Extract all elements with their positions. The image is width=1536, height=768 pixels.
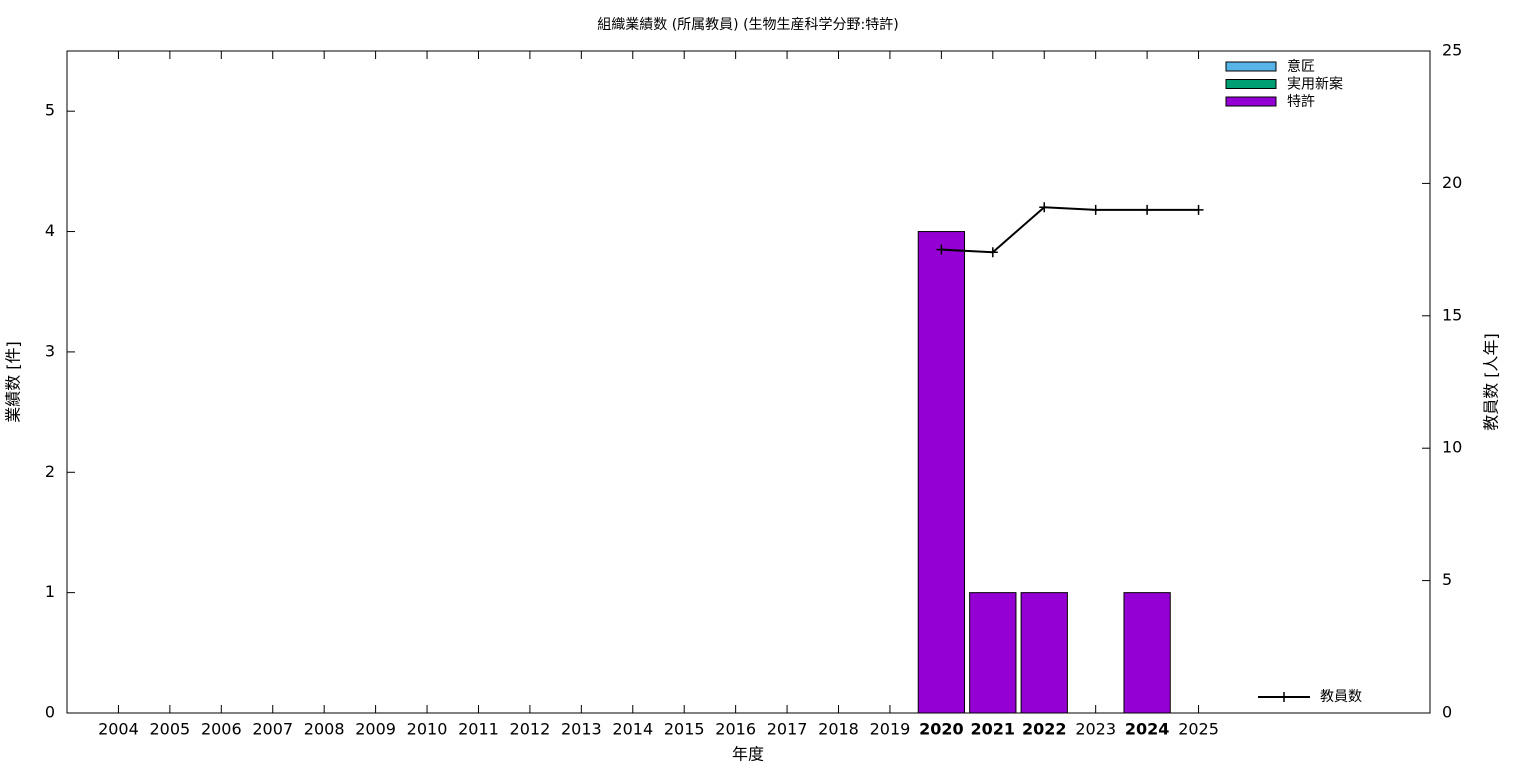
legend-swatch [1225,79,1277,89]
x-tick-label: 2023 [1075,720,1116,739]
legend-swatch [1225,96,1277,107]
y2-tick-label: 5 [1442,570,1452,589]
chart-title: 組織業績数 (所属教員) (生物生産科学分野:特許) [597,17,898,33]
x-tick-label: 2025 [1178,720,1219,739]
legend-swatch [1225,61,1277,72]
y-tick-label: 0 [45,703,55,722]
x-tick-label: 2005 [150,720,191,739]
x-tick-label: 2022 [1022,720,1067,739]
point-marker [1039,202,1050,213]
y-axis-label: 業績数 [件] [4,341,23,423]
line [941,206,1199,254]
bar [917,231,966,714]
legend-label: 意匠 [1287,58,1315,75]
x-tick-label: 2024 [1125,720,1170,739]
plot-frame [66,50,1431,714]
x-tick-label: 2008 [304,720,345,739]
x-tick-label: 2011 [458,720,499,739]
x-tick-label: 2007 [252,720,293,739]
bar [1020,592,1068,714]
x-tick-label: 2021 [971,720,1016,739]
bar [1123,592,1171,714]
point-marker [1142,204,1153,215]
legend-label: 特許 [1287,94,1315,110]
x-tick-label: 2017 [767,720,808,739]
x-tick-label: 2009 [355,720,396,739]
x-tick-label: 2006 [201,720,242,739]
x-tick-label: 2014 [612,720,653,739]
y-tick-label: 3 [45,341,55,360]
point-marker [936,244,947,255]
y2-tick-label: 25 [1442,41,1462,60]
legend-label: 実用新案 [1287,76,1343,93]
legend-label: 教員数 [1320,689,1362,705]
y-tick-label: 1 [45,582,55,601]
y2-tick-label: 15 [1442,305,1462,324]
x-tick-label: 2018 [818,720,859,739]
y2-tick-label: 0 [1442,703,1452,722]
point-marker [1090,204,1101,215]
x-axis-label: 年度 [732,745,764,764]
y-tick-label: 5 [45,101,55,120]
x-tick-label: 2016 [715,720,756,739]
bar [969,592,1017,714]
legend-marker [1279,692,1289,702]
x-tick-label: 2013 [561,720,602,739]
point-marker [1193,204,1204,215]
y-tick-label: 2 [45,462,55,481]
y2-tick-label: 20 [1442,173,1462,192]
x-tick-label: 2004 [98,720,139,739]
y-tick-label: 4 [45,221,55,240]
point-marker [987,247,998,258]
x-tick-label: 2020 [919,720,964,739]
x-tick-label: 2010 [407,720,448,739]
x-tick-label: 2015 [664,720,705,739]
x-tick-label: 2019 [870,720,911,739]
x-tick-label: 2012 [510,720,551,739]
y2-axis-label: 教員数 [人年] [1482,333,1501,431]
y2-tick-label: 10 [1442,438,1462,457]
